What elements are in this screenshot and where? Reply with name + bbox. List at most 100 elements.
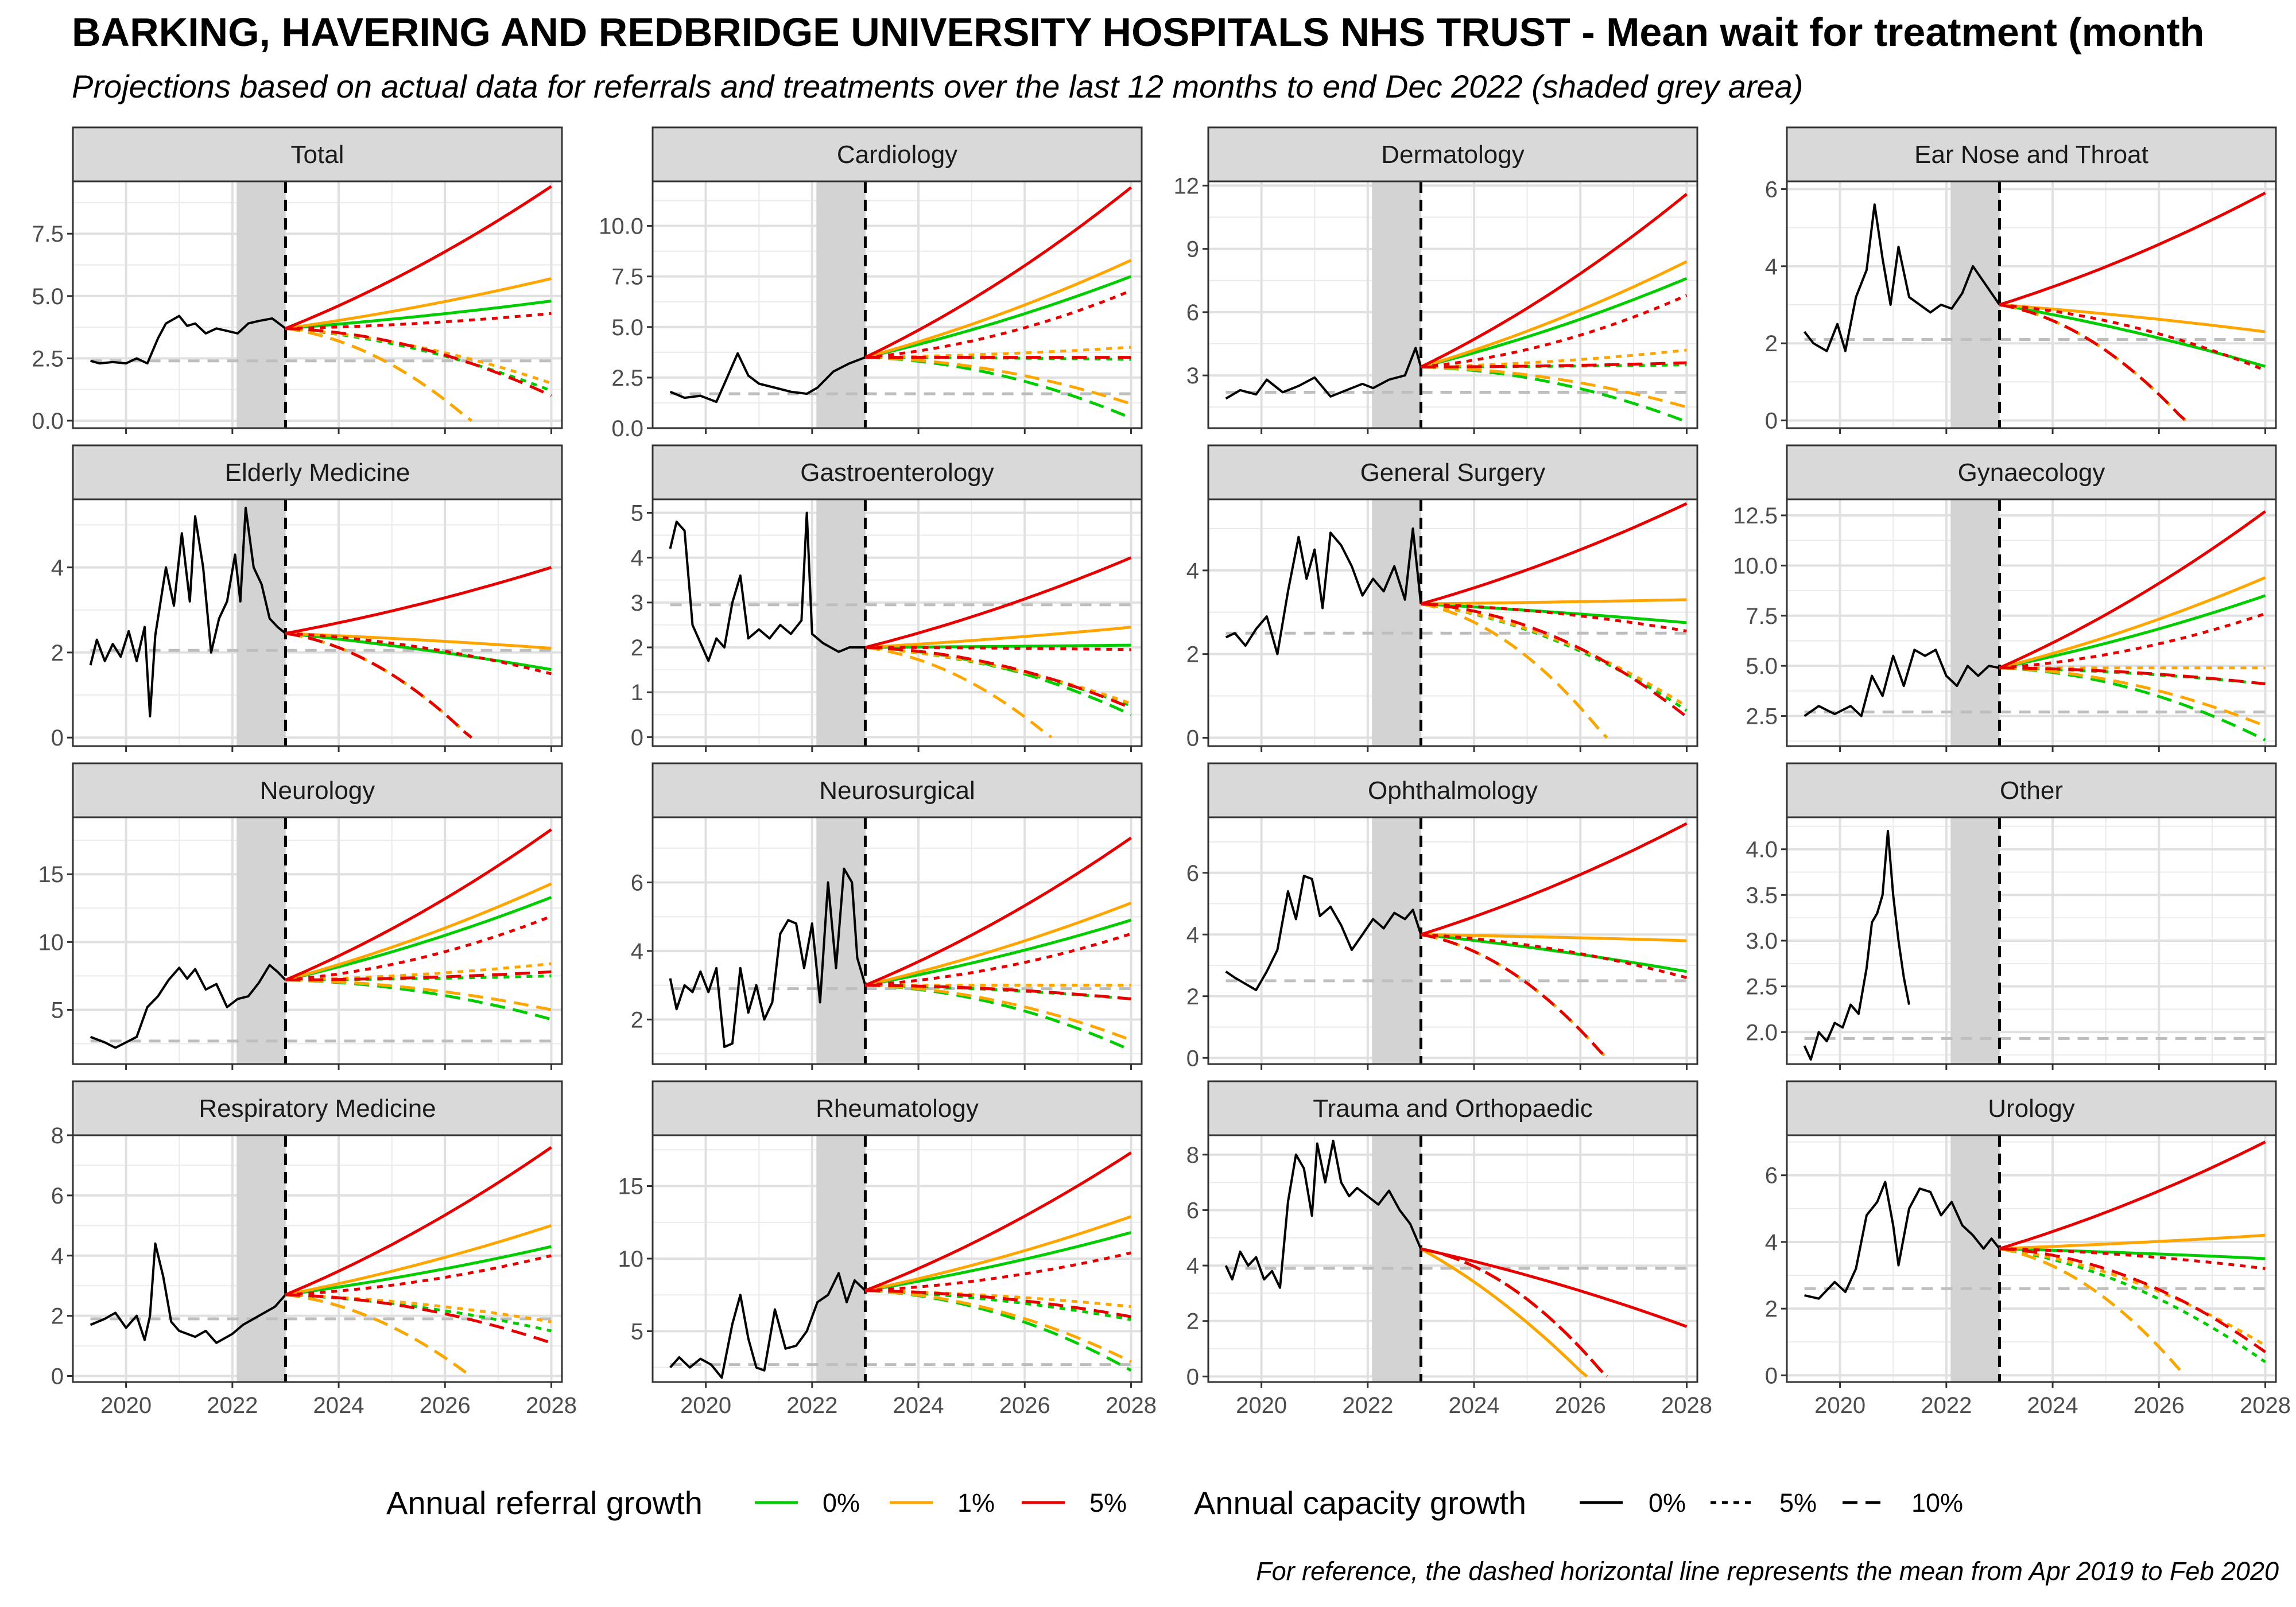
panel-strip-label: Other: [2000, 777, 2063, 805]
panel-strip: [651, 126, 1143, 183]
projection-r0-c0: [865, 643, 1131, 649]
panel-ear-nose-and-throat: Ear Nose and Throat 0 2 4 6: [1765, 126, 2277, 434]
projection-r0-c5: [865, 1289, 1131, 1321]
projection-r5-c5: [285, 1254, 552, 1297]
projection-r1-c10: [1420, 602, 1608, 739]
shaded-period: [1372, 1135, 1421, 1382]
y-tick-label: 6: [631, 870, 643, 895]
panel-urology: Urology 0 2 4 6 2020 2022 2024 2026 2028: [1765, 1080, 2291, 1418]
legend-capacity-label: 0%: [1649, 1488, 1686, 1517]
plot-area: [653, 499, 1142, 746]
panel-border: [1786, 1134, 2277, 1383]
projection-r1-c0: [1999, 576, 2266, 670]
projection-r1-c10: [865, 646, 1053, 739]
y-tick-label: 2.5: [611, 366, 643, 391]
panel-gastroenterology: Gastroenterology 0 1 2 3 4 5: [631, 444, 1143, 752]
y-tick-label: 2.0: [1746, 1020, 1778, 1045]
projection-r1-c0: [1420, 1247, 1588, 1378]
shaded-period: [816, 1135, 866, 1382]
projection-r0-c0: [285, 896, 552, 981]
panel-strip: [72, 1080, 563, 1136]
x-tick-label: 2022: [207, 1393, 258, 1418]
panel-respiratory-medicine: Respiratory Medicine 0 2 4 6 8 2020 2022 2024 202…: [51, 1080, 577, 1418]
panel-elderly-medicine: Elderly Medicine 0 2 4: [51, 444, 563, 752]
projection-r5-c5: [285, 632, 552, 676]
panel-strip-label: Gynaecology: [1958, 459, 2105, 487]
projection-r0-c0: [1421, 933, 1687, 973]
y-tick-label: 10: [38, 930, 64, 955]
panel-strip-label: Neurosurgical: [819, 777, 975, 805]
x-tick-label: 2024: [2027, 1393, 2078, 1418]
panel-strip: [651, 762, 1143, 818]
panel-strip-label: Urology: [1988, 1094, 2075, 1123]
projection-r0-c0: [1421, 602, 1687, 624]
plot-area: [73, 1135, 562, 1382]
shaded-period: [236, 817, 286, 1064]
caption: For reference, the dashed horizontal lin…: [1256, 1556, 2279, 1586]
projection-r0-c5: [865, 356, 1131, 361]
plot-background: [1208, 181, 1697, 428]
x-tick-label: 2028: [1106, 1393, 1157, 1418]
projection-r0-c5: [1999, 666, 2266, 686]
y-tick-label: 5: [631, 1319, 643, 1344]
projection-r5-c5: [1420, 1247, 1608, 1378]
plot-area: [1208, 1135, 1697, 1382]
plot-area: [1787, 1135, 2276, 1382]
projection-r5-c5: [865, 646, 1131, 651]
panel-border: [1207, 816, 1698, 1065]
actual-series-line: [90, 964, 286, 1049]
legend-referral-title: Annual referral growth: [386, 1485, 703, 1521]
panel-cardiology: Cardiology 0.0 2.5 5.0 7.5 10.0: [599, 126, 1143, 441]
panel-border: [1786, 180, 2277, 429]
y-tick-label: 7.5: [1746, 604, 1778, 629]
projection-r5-c0: [1420, 1247, 1688, 1328]
panel-strip-label: General Surgery: [1360, 459, 1546, 487]
y-tick-label: 0: [1186, 1046, 1199, 1071]
panel-border: [1786, 498, 2277, 747]
plot-area: [1787, 817, 2276, 1064]
y-tick-label: 10.0: [599, 214, 643, 239]
actual-series-line: [1225, 875, 1422, 991]
x-tick-label: 2024: [1449, 1393, 1500, 1418]
panel-total: Total 0.0 2.5 5.0 7.5: [32, 126, 563, 434]
y-tick-label: 10: [618, 1247, 644, 1272]
legend-referral-label: 5%: [1089, 1488, 1127, 1517]
y-tick-label: 4: [1186, 1253, 1199, 1279]
y-tick-label: 8: [1186, 1143, 1199, 1168]
actual-series-line: [1804, 649, 2000, 717]
projection-r5-c10: [1420, 933, 1608, 1059]
y-tick-label: 0: [1765, 409, 1778, 434]
projection-r1-c10: [1999, 1247, 2187, 1377]
projection-r1-c5: [865, 1289, 1131, 1308]
actual-series-line: [1804, 1181, 2000, 1300]
y-tick-label: 4: [51, 556, 64, 581]
panel-strip-label: Ear Nose and Throat: [1914, 141, 2148, 169]
projection-r1-c0: [864, 259, 1132, 359]
actual-series-line: [89, 506, 286, 718]
x-tick-label: 2024: [313, 1393, 364, 1418]
projection-r1-c5: [285, 1293, 552, 1323]
projection-r0-c5: [1999, 1247, 2266, 1364]
legend-capacity-title: Annual capacity growth: [1194, 1485, 1526, 1521]
projection-r1-c0: [864, 1215, 1132, 1292]
panel-strip-label: Gastroenterology: [800, 459, 994, 487]
y-tick-label: 4: [1186, 558, 1199, 584]
shaded-period: [236, 1135, 286, 1382]
y-tick-label: 3.5: [1746, 883, 1778, 908]
panel-strip: [651, 444, 1143, 500]
projection-r5-c0: [285, 828, 552, 981]
plot-background: [653, 817, 1142, 1064]
page-subtitle: Projections based on actual data for ref…: [72, 68, 1804, 104]
y-tick-label: 2: [51, 641, 64, 666]
projection-r0-c0: [864, 918, 1132, 987]
panel-strip: [651, 1080, 1143, 1136]
panel-border: [1207, 180, 1698, 429]
plot-area: [653, 1135, 1142, 1382]
panel-strip: [1207, 444, 1698, 500]
plot-area: [1787, 499, 2276, 746]
x-tick-label: 2028: [1661, 1393, 1712, 1418]
plot-background: [1208, 499, 1697, 746]
actual-series-line: [1803, 829, 1910, 1061]
x-tick-label: 2020: [680, 1393, 731, 1418]
y-tick-label: 6: [1186, 861, 1199, 886]
